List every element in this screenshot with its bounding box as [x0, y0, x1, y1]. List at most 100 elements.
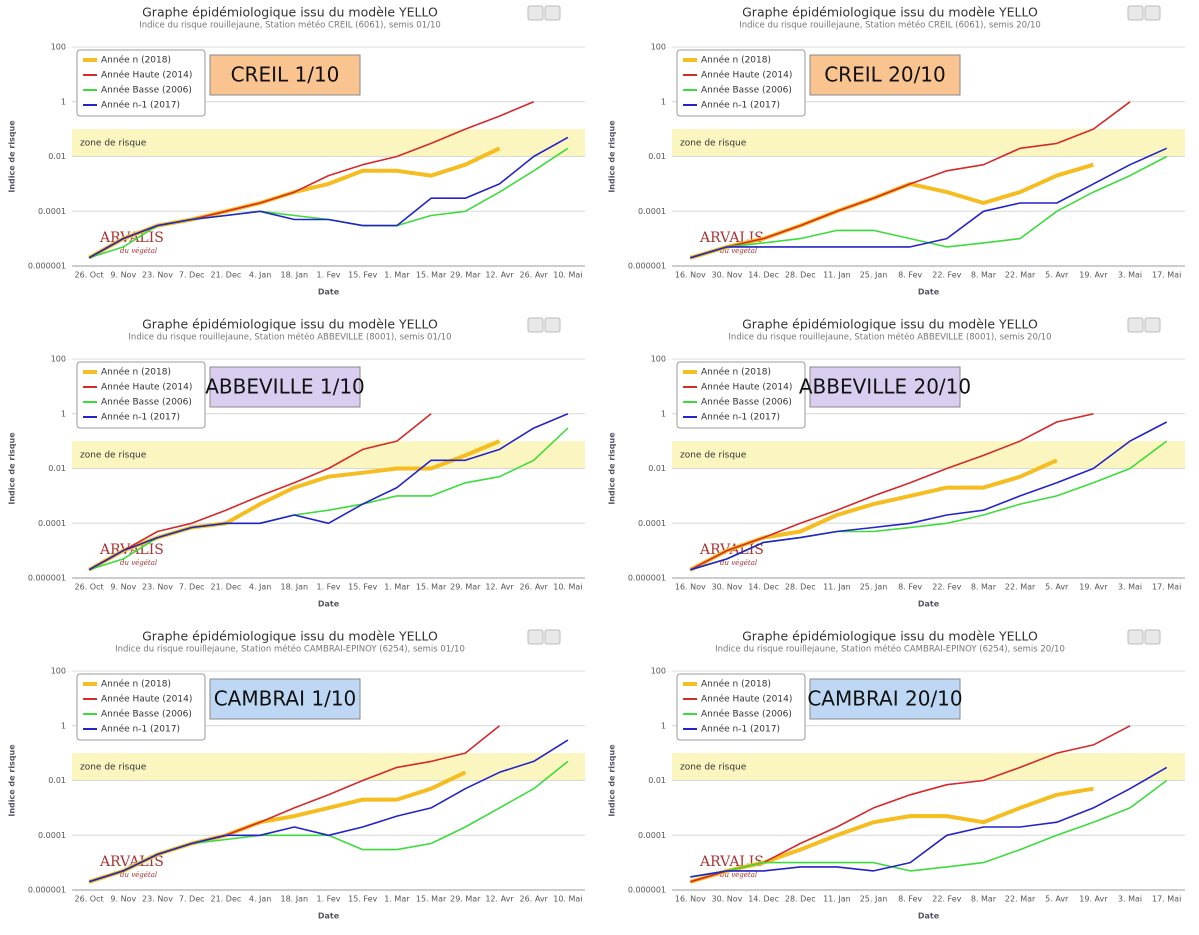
x-tick-label: 17. Mai — [1152, 583, 1181, 592]
y-tick-label: 0.0001 — [638, 207, 666, 216]
logo-tagline: du végétal — [720, 247, 757, 255]
y-tick-label: 0.000001 — [628, 574, 666, 583]
x-axis-label: Date — [318, 912, 340, 921]
legend-label: Année Haute (2014) — [101, 382, 192, 393]
x-tick-label: 22. Mar — [1005, 895, 1036, 904]
legend-label: Année Basse (2006) — [101, 397, 192, 408]
risk-zone-label: zone de risque — [680, 762, 747, 772]
x-tick-label: 25. Jan — [860, 895, 888, 904]
y-tick-label: 1 — [61, 409, 66, 418]
y-axis-label: Indice de risque — [8, 120, 17, 193]
x-tick-label: 26. Avr — [520, 583, 549, 592]
y-tick-label: 1 — [61, 721, 66, 730]
series-line — [88, 136, 569, 259]
x-tick-label: 14. Dec — [748, 271, 779, 280]
export-button[interactable] — [1144, 629, 1161, 645]
export-button[interactable] — [527, 317, 544, 333]
x-tick-label: 15. Mar — [416, 271, 447, 280]
x-tick-label: 22. Fev — [932, 271, 961, 280]
y-axis-label: Indice de risque — [608, 744, 617, 817]
x-tick-label: 29. Mar — [450, 895, 481, 904]
callout-box — [809, 366, 961, 408]
chart-subtitle: Indice du risque rouillejaune, Station m… — [715, 644, 1065, 655]
export-button[interactable] — [1144, 317, 1161, 333]
x-tick-label: 28. Dec — [785, 583, 816, 592]
y-tick-label: 1 — [61, 97, 66, 106]
chart-subtitle: Indice du risque rouillejaune, Station m… — [115, 644, 465, 655]
callout-label: CAMBRAI 20/10 — [807, 687, 962, 711]
logo-tagline: du végétal — [720, 559, 757, 567]
legend-label: Année Basse (2006) — [701, 397, 792, 408]
x-tick-label: 16. Nov — [675, 895, 706, 904]
x-axis-label: Date — [318, 288, 340, 297]
chart-title: Graphe épidémiologique issu du modèle YE… — [742, 317, 1038, 332]
callout-label: CAMBRAI 1/10 — [214, 687, 357, 711]
x-tick-label: 7. Dec — [179, 583, 205, 592]
x-tick-label: 7. Dec — [179, 895, 205, 904]
legend-label: Année n-1 (2017) — [701, 724, 780, 735]
y-tick-label: 0.0001 — [38, 207, 66, 216]
y-tick-label: 0.01 — [648, 464, 666, 473]
x-tick-label: 28. Dec — [785, 271, 816, 280]
risk-zone — [672, 441, 1185, 469]
x-tick-label: 16. Nov — [675, 583, 706, 592]
x-tick-label: 1. Fev — [317, 583, 341, 592]
x-tick-label: 22. Fev — [932, 895, 961, 904]
export-button[interactable] — [544, 317, 561, 333]
y-tick-label: 0.000001 — [28, 574, 66, 583]
x-tick-label: 8. Fev — [898, 895, 922, 904]
x-tick-label: 1. Mar — [384, 583, 410, 592]
legend-label: Année Haute (2014) — [101, 694, 192, 705]
export-button[interactable] — [527, 629, 544, 645]
export-button[interactable] — [544, 629, 561, 645]
export-button[interactable] — [1127, 5, 1144, 21]
x-tick-label: 25. Jan — [860, 583, 888, 592]
y-tick-label: 0.000001 — [28, 262, 66, 271]
y-tick-label: 0.01 — [648, 776, 666, 785]
y-tick-label: 100 — [51, 355, 66, 364]
x-tick-label: 22. Mar — [1005, 271, 1036, 280]
legend-label: Année n (2018) — [101, 679, 171, 690]
x-tick-label: 23. Nov — [142, 583, 173, 592]
x-tick-label: 21. Dec — [211, 271, 242, 280]
export-button[interactable] — [1144, 5, 1161, 21]
x-tick-label: 10. Mai — [553, 583, 582, 592]
export-button[interactable] — [544, 5, 561, 21]
legend-label: Année Haute (2014) — [701, 694, 792, 705]
legend-label: Année n (2018) — [701, 367, 771, 378]
x-tick-label: 5. Avr — [1045, 583, 1069, 592]
x-tick-label: 3. Mai — [1118, 271, 1142, 280]
x-tick-label: 8. Mar — [971, 895, 997, 904]
callout-box — [209, 366, 361, 408]
chart-subtitle: Indice du risque rouillejaune, Station m… — [728, 332, 1051, 343]
x-axis-label: Date — [918, 288, 940, 297]
x-tick-label: 30. Nov — [712, 271, 743, 280]
callout-box — [209, 54, 361, 96]
x-tick-label: 17. Mai — [1152, 895, 1181, 904]
x-tick-label: 11. Jan — [823, 895, 851, 904]
callout-box — [809, 678, 961, 720]
x-tick-label: 19. Avr — [1079, 271, 1108, 280]
x-tick-label: 9. Nov — [110, 583, 136, 592]
x-tick-label: 19. Avr — [1079, 583, 1108, 592]
export-button[interactable] — [1127, 629, 1144, 645]
x-tick-label: 5. Avr — [1045, 895, 1069, 904]
x-tick-label: 1. Mar — [384, 271, 410, 280]
y-tick-label: 1 — [661, 409, 666, 418]
legend-box — [76, 361, 206, 429]
x-tick-label: 30. Nov — [712, 583, 743, 592]
x-tick-label: 22. Fev — [932, 583, 961, 592]
series-line — [690, 421, 1168, 571]
y-tick-label: 1 — [661, 721, 666, 730]
y-tick-label: 0.01 — [648, 152, 666, 161]
x-tick-label: 12. Avr — [485, 271, 514, 280]
y-axis-label: Indice de risque — [608, 120, 617, 193]
y-tick-label: 1 — [661, 97, 666, 106]
x-tick-label: 11. Jan — [823, 583, 851, 592]
callout-label: ABBEVILLE 20/10 — [799, 375, 971, 399]
x-tick-label: 3. Mai — [1118, 583, 1142, 592]
export-button[interactable] — [1127, 317, 1144, 333]
export-button[interactable] — [527, 5, 544, 21]
series-line — [88, 413, 432, 571]
x-tick-label: 1. Mar — [384, 895, 410, 904]
